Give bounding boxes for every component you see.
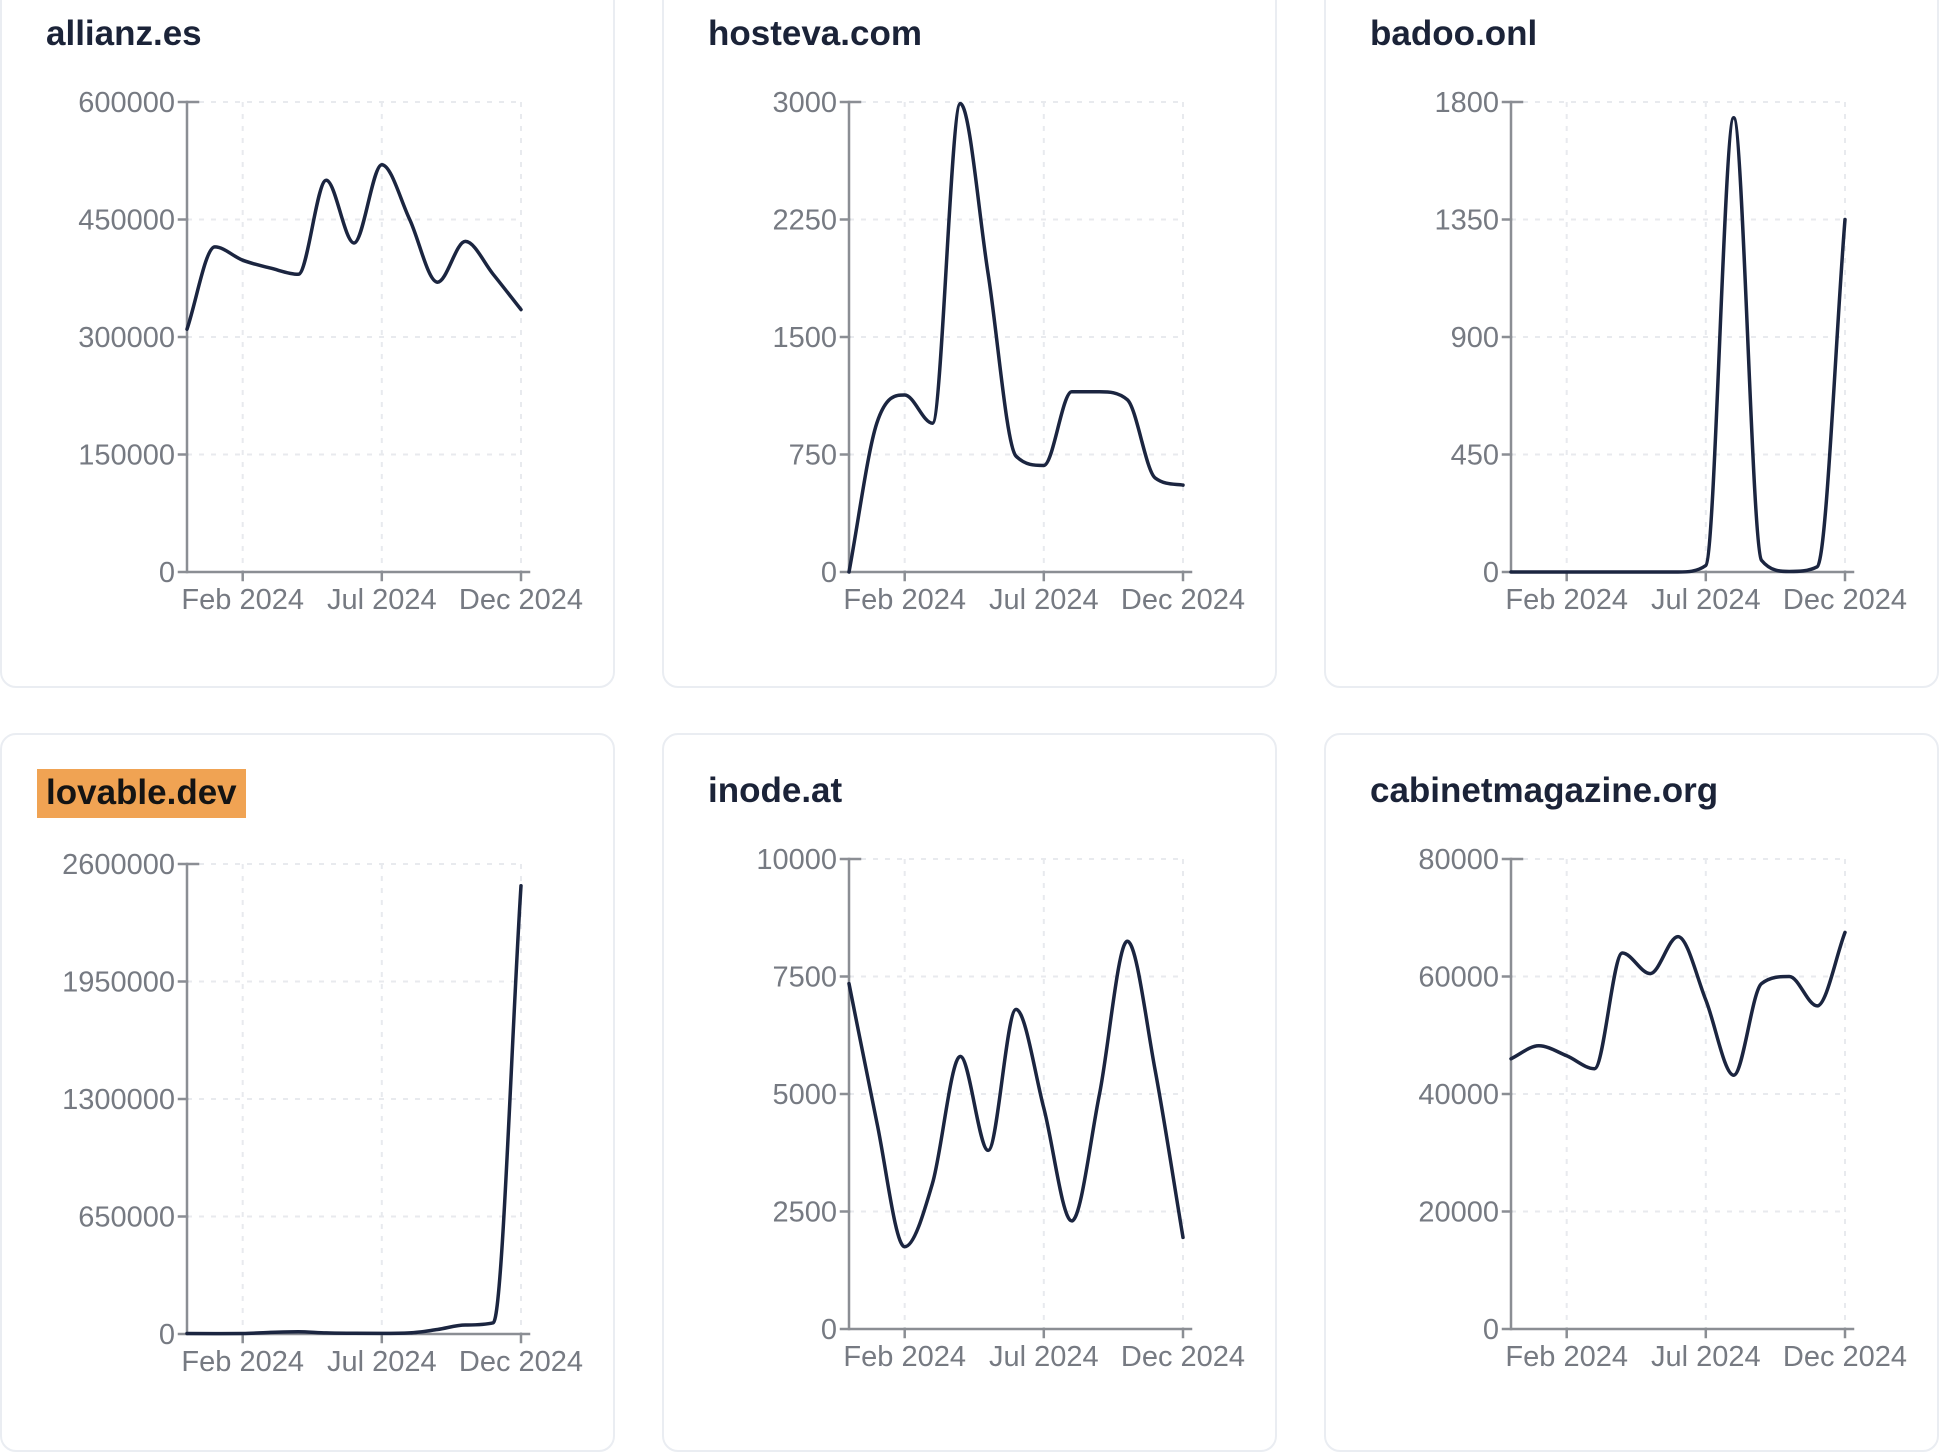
axes: [1501, 100, 1855, 581]
tick-labels: 0 450 900 1350 1800 Feb 2024 Jul 2024 Dec 2024: [1434, 87, 1907, 616]
y-tick-label: 20000: [1418, 1196, 1499, 1228]
card-title-row: lovable.dev: [2, 735, 613, 818]
tick-labels: 0 150000 300000 450000 600000 Feb 2024 Jul 202…: [78, 87, 583, 616]
y-tick-label: 0: [159, 557, 175, 589]
x-tick-label: Dec 2024: [1121, 1341, 1245, 1373]
domain-card: inode.at 0 2500 5000 7500 10000 Feb 2024 Jul 20…: [662, 733, 1277, 1452]
gridlines: [849, 857, 1184, 1329]
y-tick-label: 0: [821, 1314, 837, 1346]
y-tick-label: 40000: [1418, 1079, 1499, 1111]
trend-chart: 0 750 1500 2250 3000 Feb 2024 Jul 2024 Dec 2024: [772, 87, 1245, 616]
tick-labels: 0 650000 1300000 1950000 2600000 Feb 2024 Jul …: [62, 849, 583, 1378]
axes: [177, 862, 531, 1343]
y-tick-label: 0: [1483, 557, 1499, 589]
x-tick-label: Feb 2024: [181, 1346, 304, 1378]
domain-title: cabinetmagazine.org: [1370, 771, 1719, 810]
y-tick-label: 2600000: [62, 849, 175, 881]
trend-chart: 0 150000 300000 450000 600000 Feb 2024 Jul 202…: [78, 87, 583, 616]
y-tick-label: 150000: [78, 439, 175, 471]
card-title-row: hosteva.com: [664, 0, 1275, 56]
axes: [839, 100, 1193, 581]
y-tick-label: 7500: [772, 961, 837, 993]
domain-title: hosteva.com: [708, 14, 922, 53]
x-tick-label: Jul 2024: [327, 1346, 437, 1378]
x-tick-label: Dec 2024: [459, 584, 583, 616]
card-title-row: allianz.es: [2, 0, 613, 56]
x-tick-label: Dec 2024: [1121, 584, 1245, 616]
gridlines: [849, 100, 1184, 572]
x-tick-label: Jul 2024: [327, 584, 437, 616]
x-tick-label: Jul 2024: [1651, 1341, 1761, 1373]
domain-card: cabinetmagazine.org 0 20000 40000 60000 80000…: [1324, 733, 1939, 1452]
x-tick-label: Dec 2024: [1783, 1341, 1907, 1373]
y-tick-label: 450: [1451, 439, 1499, 471]
x-tick-label: Feb 2024: [843, 584, 966, 616]
domain-card: badoo.onl 0 450 900 1350 1800 Feb 2024 Jul 2024…: [1324, 0, 1939, 688]
series-line: [185, 883, 523, 1336]
trend-chart: 0 2500 5000 7500 10000 Feb 2024 Jul 2024 Dec 20…: [756, 844, 1245, 1373]
x-tick-label: Dec 2024: [459, 1346, 583, 1378]
gridlines: [187, 100, 522, 572]
y-tick-label: 0: [821, 557, 837, 589]
trend-chart: 0 20000 40000 60000 80000 Feb 2024 Jul 2024 Dec…: [1418, 844, 1907, 1373]
domain-card: allianz.es 0 150000 300000 450000 600000 Feb 2…: [0, 0, 615, 688]
y-tick-label: 2500: [772, 1196, 837, 1228]
x-tick-label: Feb 2024: [181, 584, 304, 616]
gridlines: [1511, 100, 1846, 572]
y-tick-label: 1500: [772, 322, 837, 354]
card-title-row: cabinetmagazine.org: [1326, 735, 1937, 813]
y-tick-label: 10000: [756, 844, 837, 876]
axes: [839, 857, 1193, 1338]
series-line: [185, 162, 523, 331]
gridlines: [1511, 857, 1846, 1329]
y-tick-label: 80000: [1418, 844, 1499, 876]
y-tick-label: 3000: [772, 87, 837, 119]
x-tick-label: Jul 2024: [1651, 584, 1761, 616]
x-tick-label: Feb 2024: [1505, 1341, 1628, 1373]
tick-labels: 0 2500 5000 7500 10000 Feb 2024 Jul 2024 Dec 20…: [756, 844, 1245, 1373]
axes: [1501, 857, 1855, 1338]
gridlines: [187, 862, 522, 1334]
y-tick-label: 60000: [1418, 961, 1499, 993]
domain-title: allianz.es: [46, 14, 202, 53]
x-tick-label: Feb 2024: [843, 1341, 966, 1373]
y-tick-label: 0: [1483, 1314, 1499, 1346]
axes: [177, 100, 531, 581]
card-title-row: inode.at: [664, 735, 1275, 813]
y-tick-label: 1350: [1434, 204, 1499, 236]
series-line: [1509, 115, 1847, 574]
y-tick-label: 1800: [1434, 87, 1499, 119]
tick-labels: 0 750 1500 2250 3000 Feb 2024 Jul 2024 Dec 2024: [772, 87, 1245, 616]
x-tick-label: Feb 2024: [1505, 584, 1628, 616]
y-tick-label: 650000: [78, 1201, 175, 1233]
y-tick-label: 1950000: [62, 966, 175, 998]
x-tick-label: Jul 2024: [989, 584, 1099, 616]
trend-chart: 0 650000 1300000 1950000 2600000 Feb 2024 Jul …: [62, 849, 583, 1378]
y-tick-label: 450000: [78, 204, 175, 236]
x-tick-label: Dec 2024: [1783, 584, 1907, 616]
y-tick-label: 0: [159, 1319, 175, 1351]
domain-title: inode.at: [708, 771, 843, 810]
y-tick-label: 5000: [772, 1079, 837, 1111]
series-line: [1509, 930, 1847, 1077]
x-tick-label: Jul 2024: [989, 1341, 1099, 1373]
domain-card: hosteva.com 0 750 1500 2250 3000 Feb 2024 Jul 2…: [662, 0, 1277, 688]
card-title-row: badoo.onl: [1326, 0, 1937, 56]
trend-chart: 0 450 900 1350 1800 Feb 2024 Jul 2024 Dec 2024: [1434, 87, 1907, 616]
y-tick-label: 600000: [78, 87, 175, 119]
series-line: [847, 939, 1185, 1249]
domain-title: badoo.onl: [1370, 14, 1538, 53]
y-tick-label: 750: [789, 439, 837, 471]
domain-title-highlighted: lovable.dev: [37, 769, 246, 818]
y-tick-label: 1300000: [62, 1084, 175, 1116]
y-tick-label: 900: [1451, 322, 1499, 354]
tick-labels: 0 20000 40000 60000 80000 Feb 2024 Jul 2024 Dec…: [1418, 844, 1907, 1373]
series-line: [847, 101, 1185, 574]
domain-card: lovable.dev 0 650000 1300000 1950000 2600000 F…: [0, 733, 615, 1452]
y-tick-label: 2250: [772, 204, 837, 236]
y-tick-label: 300000: [78, 322, 175, 354]
